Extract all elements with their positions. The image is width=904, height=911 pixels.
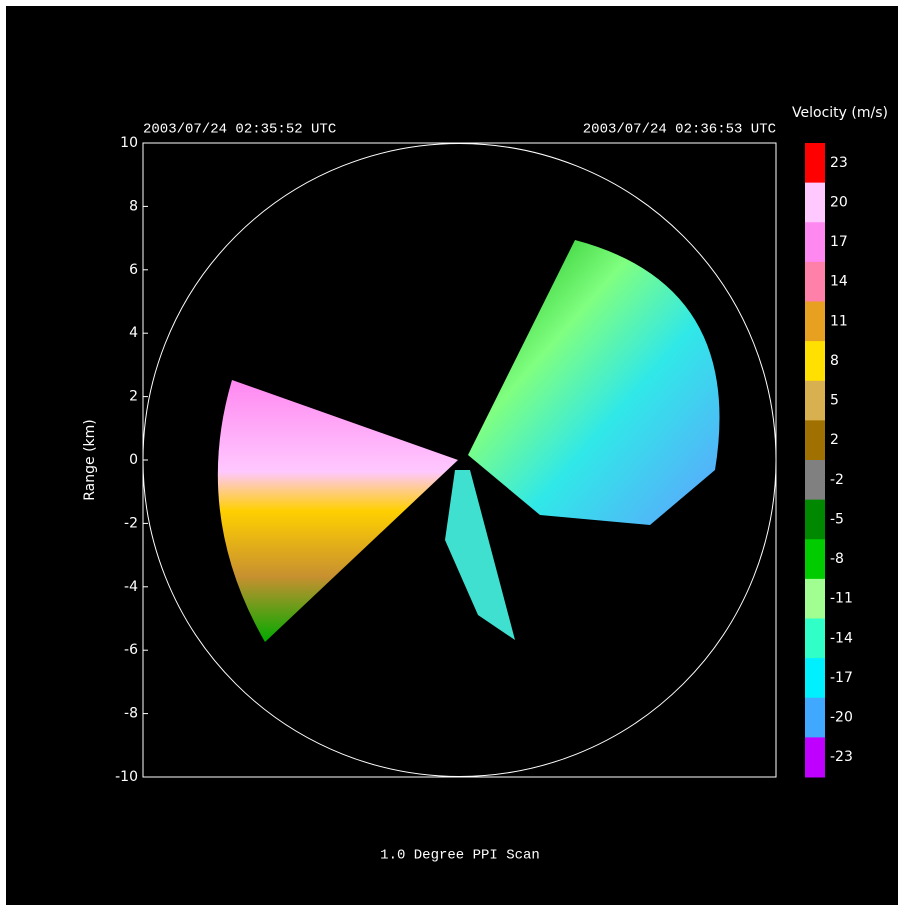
colorbar-swatch bbox=[805, 262, 825, 302]
colorbar-tick-label: -2 bbox=[830, 472, 844, 488]
y-tick-label: -10 bbox=[115, 769, 138, 785]
y-tick-label: 2 bbox=[129, 389, 138, 405]
colorbar-swatch bbox=[805, 302, 825, 342]
chart: 2003/07/24 02:35:52 UTC 2003/07/24 02:36… bbox=[0, 0, 904, 911]
end-time: 2003/07/24 02:36:53 UTC bbox=[583, 122, 776, 138]
colorbar-swatch bbox=[805, 658, 825, 698]
colorbar-tick-label: 11 bbox=[830, 313, 848, 329]
y-tick-label: 8 bbox=[129, 198, 138, 214]
y-tick-label: -8 bbox=[124, 706, 138, 722]
colorbar-tick-label: -14 bbox=[830, 630, 853, 646]
colorbar-swatch bbox=[805, 460, 825, 500]
colorbar-swatch bbox=[805, 698, 825, 738]
colorbar-swatch bbox=[805, 539, 825, 579]
colorbar-swatch bbox=[805, 183, 825, 223]
colorbar-tick-label: 5 bbox=[830, 393, 839, 409]
colorbar-swatch bbox=[805, 143, 825, 183]
y-tick-label: -4 bbox=[124, 579, 138, 595]
colorbar-tick-label: 2 bbox=[830, 432, 839, 448]
y-tick-label: -2 bbox=[124, 515, 138, 531]
colorbar-tick-label: -5 bbox=[830, 511, 844, 527]
background bbox=[6, 6, 898, 905]
y-tick-label: 10 bbox=[120, 135, 138, 151]
colorbar-tick-label: -11 bbox=[830, 591, 853, 607]
colorbar-swatch bbox=[805, 222, 825, 262]
colorbar-tick-label: 14 bbox=[830, 274, 848, 290]
colorbar-label: Velocity (m/s) bbox=[792, 105, 888, 121]
colorbar-tick-label: 20 bbox=[830, 194, 848, 210]
colorbar-tick-label: -8 bbox=[830, 551, 844, 567]
colorbar-tick-label: 17 bbox=[830, 234, 848, 250]
chart-title: 1.0 Degree PPI Scan bbox=[380, 848, 540, 864]
colorbar-swatch bbox=[805, 420, 825, 460]
colorbar-tick-label: -23 bbox=[830, 749, 853, 765]
colorbar-swatch bbox=[805, 341, 825, 381]
colorbar-tick-label: 23 bbox=[830, 155, 848, 171]
colorbar-swatch bbox=[805, 737, 825, 777]
y-axis-label: Range (km) bbox=[82, 419, 98, 501]
colorbar-swatch bbox=[805, 619, 825, 659]
y-tick-label: 4 bbox=[129, 325, 138, 341]
start-time: 2003/07/24 02:35:52 UTC bbox=[143, 122, 336, 138]
colorbar-swatch bbox=[805, 381, 825, 421]
colorbar-swatch bbox=[805, 500, 825, 540]
y-tick-label: 0 bbox=[129, 452, 138, 468]
colorbar-swatch bbox=[805, 579, 825, 619]
y-tick-label: 6 bbox=[129, 262, 138, 278]
y-tick-label: -6 bbox=[124, 642, 138, 658]
colorbar-tick-label: -17 bbox=[830, 670, 853, 686]
colorbar-tick-label: 8 bbox=[830, 353, 839, 369]
colorbar-tick-label: -20 bbox=[830, 710, 853, 726]
